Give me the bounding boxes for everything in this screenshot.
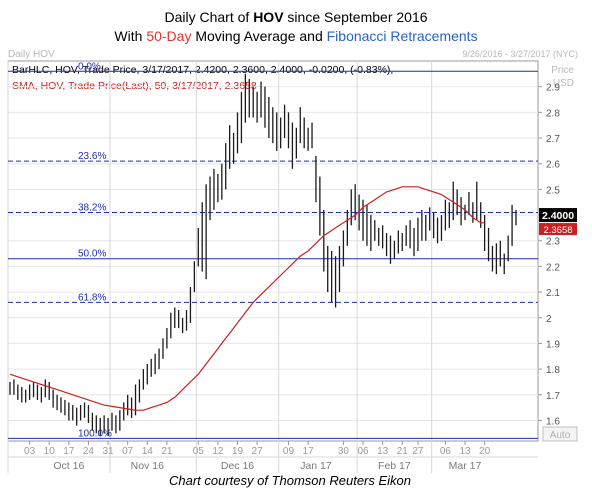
fib-label: 23.6% — [78, 151, 106, 162]
auto-scale-button[interactable] — [542, 426, 578, 442]
x-month-label: Dec 16 — [221, 460, 254, 472]
chart-subtitle: With 50-Day Moving Average and Fibonacci… — [114, 28, 477, 44]
x-month-label: Jan 17 — [300, 460, 332, 472]
x-day-label: 27 — [412, 446, 424, 457]
x-day-label: 21 — [397, 446, 409, 457]
sma-value: 2.3658 — [543, 225, 572, 236]
y-tick-label: 2.1 — [546, 288, 560, 299]
x-month-label: Nov 16 — [131, 460, 164, 472]
panel-label: Daily HOV — [8, 49, 55, 60]
fib-label: 61.8% — [78, 292, 106, 303]
legend-sma-line: SMA, HOV, Trade Price(Last), 50, 3/17/20… — [12, 80, 257, 92]
x-day-label: 06 — [357, 446, 369, 457]
sma-value-badge — [539, 223, 577, 236]
y-tick-label: 1.8 — [546, 365, 560, 376]
x-month-label: Feb 17 — [378, 460, 411, 472]
chart-credit: Chart courtesy of Thomson Reuters Eikon — [169, 473, 411, 488]
y-tick-label: 2.7 — [546, 134, 560, 145]
x-day-label: 27 — [252, 446, 264, 457]
x-day-label: 10 — [44, 446, 56, 457]
x-day-label: 03 — [24, 446, 36, 457]
y-tick-label: 2.6 — [546, 160, 560, 171]
grid-layer — [7, 61, 538, 473]
sma-layer — [9, 186, 485, 411]
last-price-badge — [539, 208, 577, 223]
x-day-label: 19 — [232, 446, 244, 457]
fib-label: 100.0% — [78, 428, 112, 439]
ohlc-bars — [9, 73, 517, 436]
y-tick-label: 2.5 — [546, 185, 560, 196]
last-price-value: 2.4000 — [542, 210, 574, 222]
x-day-label: 20 — [479, 446, 491, 457]
price-axis-title: Price — [551, 65, 574, 76]
fib-label: 50.0% — [78, 249, 106, 260]
y-tick-label: 1.9 — [546, 339, 560, 350]
fib-layer: 0.0% 23.6% 38.2% 50.0% 61.8% 100.0% — [8, 61, 538, 439]
x-day-label: 12 — [212, 446, 224, 457]
x-day-label: 13 — [377, 446, 389, 457]
y-tick-label: 2.3 — [546, 237, 560, 248]
currency-label: USD — [553, 78, 574, 89]
x-day-label: 30 — [338, 446, 350, 457]
x-day-label: 09 — [283, 446, 295, 457]
x-axis: 03 10 17 24 31 07 14 21 05 12 19 27 09 17 30 06 13 21 27 06… — [8, 441, 538, 472]
value-badges: 2.4000 2.3658 — [539, 208, 577, 236]
y-tick-label: 2.2 — [546, 262, 560, 273]
date-range: 9/26/2016 - 3/27/2017 (NYC) — [462, 49, 578, 59]
x-day-label: 31 — [102, 446, 114, 457]
auto-scale-label: Auto — [550, 430, 571, 441]
y-tick-label: 2 — [546, 314, 552, 325]
x-day-label: 24 — [83, 446, 95, 457]
x-day-label: 07 — [122, 446, 134, 457]
sma-50-line — [9, 186, 485, 411]
y-tick-label: 1.6 — [546, 416, 560, 427]
y-axis: 1.61.71.81.922.12.22.32.42.52.62.72.82.9 — [538, 83, 560, 427]
x-day-label: 17 — [303, 446, 315, 457]
fib-label: 0.0% — [78, 61, 101, 72]
x-day-label: 17 — [63, 446, 75, 457]
x-month-label: Oct 16 — [53, 460, 84, 472]
x-day-label: 14 — [142, 446, 154, 457]
x-day-label: 05 — [193, 446, 205, 457]
x-day-label: 06 — [440, 446, 452, 457]
y-tick-label: 2.9 — [546, 83, 560, 94]
legend-bar-line: BarHLC, HOV, Trade Price, 3/17/2017, 2.4… — [12, 64, 393, 76]
chart-title: Daily Chart of HOV since September 2016 — [164, 9, 427, 25]
y-tick-label: 2.8 — [546, 108, 560, 119]
x-day-label: 13 — [459, 446, 471, 457]
fib-label: 38.2% — [78, 202, 106, 213]
x-month-label: Mar 17 — [449, 460, 482, 472]
x-day-label: 21 — [161, 446, 173, 457]
y-tick-label: 1.7 — [546, 391, 560, 402]
